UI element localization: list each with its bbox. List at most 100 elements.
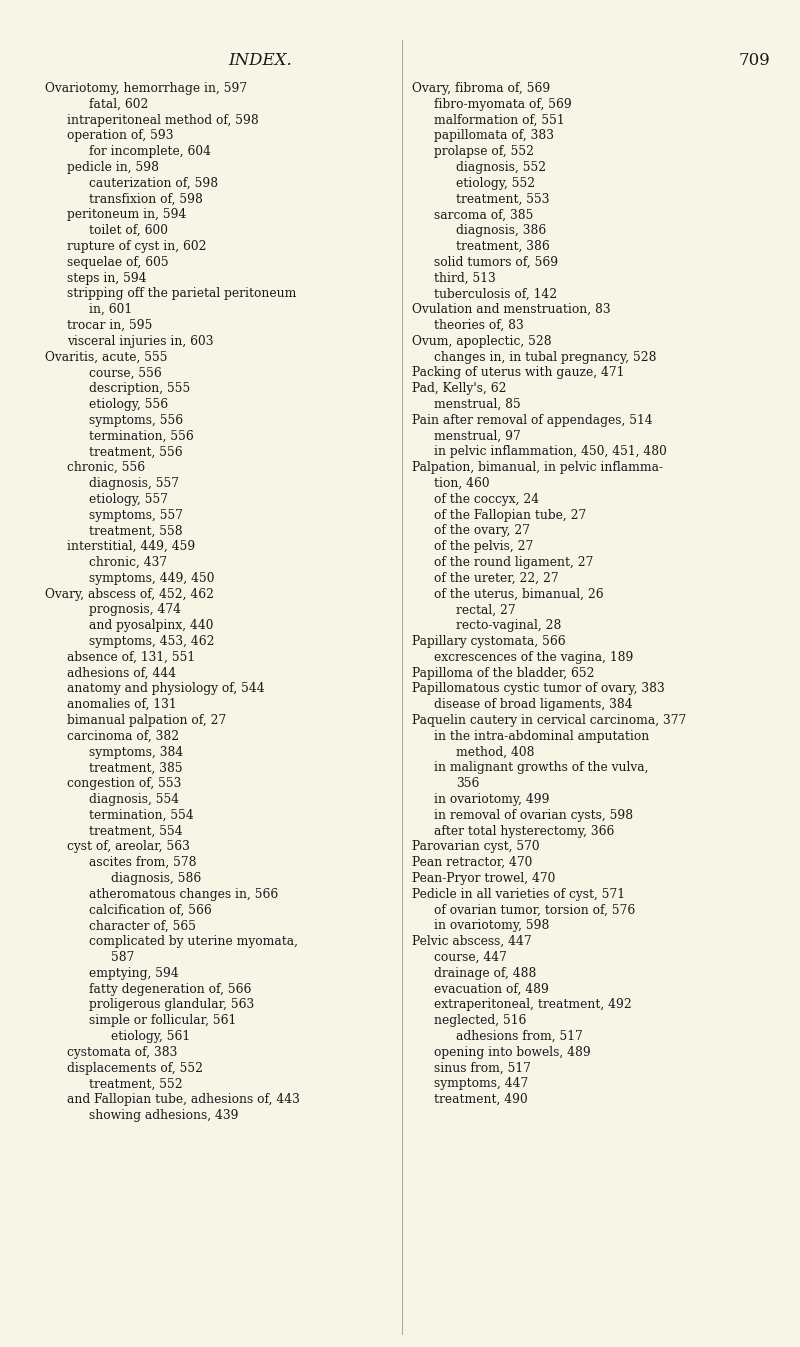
Text: recto-vaginal, 28: recto-vaginal, 28 bbox=[456, 620, 562, 632]
Text: proligerous glandular, 563: proligerous glandular, 563 bbox=[89, 998, 254, 1012]
Text: treatment, 554: treatment, 554 bbox=[89, 824, 182, 838]
Text: of ovarian tumor, torsion of, 576: of ovarian tumor, torsion of, 576 bbox=[434, 904, 635, 916]
Text: diagnosis, 552: diagnosis, 552 bbox=[456, 162, 546, 174]
Text: evacuation of, 489: evacuation of, 489 bbox=[434, 982, 549, 995]
Text: for incomplete, 604: for incomplete, 604 bbox=[89, 145, 211, 158]
Text: etiology, 561: etiology, 561 bbox=[111, 1030, 190, 1043]
Text: disease of broad ligaments, 384: disease of broad ligaments, 384 bbox=[434, 698, 633, 711]
Text: treatment, 553: treatment, 553 bbox=[456, 193, 550, 206]
Text: Papilloma of the bladder, 652: Papilloma of the bladder, 652 bbox=[412, 667, 594, 680]
Text: sarcoma of, 385: sarcoma of, 385 bbox=[434, 209, 534, 221]
Text: anatomy and physiology of, 544: anatomy and physiology of, 544 bbox=[67, 683, 265, 695]
Text: treatment, 558: treatment, 558 bbox=[89, 524, 182, 537]
Text: prolapse of, 552: prolapse of, 552 bbox=[434, 145, 534, 158]
Text: atheromatous changes in, 566: atheromatous changes in, 566 bbox=[89, 888, 278, 901]
Text: absence of, 131, 551: absence of, 131, 551 bbox=[67, 651, 195, 664]
Text: Ovum, apoplectic, 528: Ovum, apoplectic, 528 bbox=[412, 335, 552, 348]
Text: excrescences of the vagina, 189: excrescences of the vagina, 189 bbox=[434, 651, 634, 664]
Text: Ovaritis, acute, 555: Ovaritis, acute, 555 bbox=[45, 350, 167, 364]
Text: in pelvic inflammation, 450, 451, 480: in pelvic inflammation, 450, 451, 480 bbox=[434, 446, 667, 458]
Text: emptying, 594: emptying, 594 bbox=[89, 967, 178, 979]
Text: intraperitoneal method of, 598: intraperitoneal method of, 598 bbox=[67, 113, 258, 127]
Text: 587: 587 bbox=[111, 951, 134, 964]
Text: Pelvic abscess, 447: Pelvic abscess, 447 bbox=[412, 935, 532, 948]
Text: Ovary, fibroma of, 569: Ovary, fibroma of, 569 bbox=[412, 82, 550, 96]
Text: treatment, 386: treatment, 386 bbox=[456, 240, 550, 253]
Text: operation of, 593: operation of, 593 bbox=[67, 129, 174, 143]
Text: symptoms, 453, 462: symptoms, 453, 462 bbox=[89, 634, 214, 648]
Text: Pedicle in all varieties of cyst, 571: Pedicle in all varieties of cyst, 571 bbox=[412, 888, 625, 901]
Text: cystomata of, 383: cystomata of, 383 bbox=[67, 1045, 178, 1059]
Text: Ovariotomy, hemorrhage in, 597: Ovariotomy, hemorrhage in, 597 bbox=[45, 82, 247, 96]
Text: Pean-Pryor trowel, 470: Pean-Pryor trowel, 470 bbox=[412, 872, 555, 885]
Text: tion, 460: tion, 460 bbox=[434, 477, 490, 490]
Text: carcinoma of, 382: carcinoma of, 382 bbox=[67, 730, 179, 742]
Text: menstrual, 85: menstrual, 85 bbox=[434, 397, 521, 411]
Text: toilet of, 600: toilet of, 600 bbox=[89, 224, 168, 237]
Text: peritoneum in, 594: peritoneum in, 594 bbox=[67, 209, 186, 221]
Text: symptoms, 556: symptoms, 556 bbox=[89, 414, 183, 427]
Text: theories of, 83: theories of, 83 bbox=[434, 319, 524, 331]
Text: in malignant growths of the vulva,: in malignant growths of the vulva, bbox=[434, 761, 649, 775]
Text: ascites from, 578: ascites from, 578 bbox=[89, 857, 197, 869]
Text: treatment, 490: treatment, 490 bbox=[434, 1094, 528, 1106]
Text: sinus from, 517: sinus from, 517 bbox=[434, 1061, 531, 1075]
Text: of the round ligament, 27: of the round ligament, 27 bbox=[434, 556, 594, 568]
Text: rectal, 27: rectal, 27 bbox=[456, 603, 516, 617]
Text: interstitial, 449, 459: interstitial, 449, 459 bbox=[67, 540, 195, 554]
Text: pedicle in, 598: pedicle in, 598 bbox=[67, 162, 159, 174]
Text: and Fallopian tube, adhesions of, 443: and Fallopian tube, adhesions of, 443 bbox=[67, 1094, 300, 1106]
Text: trocar in, 595: trocar in, 595 bbox=[67, 319, 152, 331]
Text: chronic, 437: chronic, 437 bbox=[89, 556, 167, 568]
Text: 709: 709 bbox=[738, 53, 770, 69]
Text: menstrual, 97: menstrual, 97 bbox=[434, 430, 521, 443]
Text: Packing of uterus with gauze, 471: Packing of uterus with gauze, 471 bbox=[412, 366, 624, 380]
Text: 356: 356 bbox=[456, 777, 479, 791]
Text: Papillary cystomata, 566: Papillary cystomata, 566 bbox=[412, 634, 566, 648]
Text: calcification of, 566: calcification of, 566 bbox=[89, 904, 212, 916]
Text: of the ovary, 27: of the ovary, 27 bbox=[434, 524, 530, 537]
Text: Paquelin cautery in cervical carcinoma, 377: Paquelin cautery in cervical carcinoma, … bbox=[412, 714, 686, 727]
Text: of the coccyx, 24: of the coccyx, 24 bbox=[434, 493, 539, 506]
Text: Papillomatous cystic tumor of ovary, 383: Papillomatous cystic tumor of ovary, 383 bbox=[412, 683, 665, 695]
Text: symptoms, 447: symptoms, 447 bbox=[434, 1078, 528, 1091]
Text: cyst of, areolar, 563: cyst of, areolar, 563 bbox=[67, 841, 190, 854]
Text: prognosis, 474: prognosis, 474 bbox=[89, 603, 181, 617]
Text: of the ureter, 22, 27: of the ureter, 22, 27 bbox=[434, 571, 558, 585]
Text: treatment, 552: treatment, 552 bbox=[89, 1078, 182, 1091]
Text: transfixion of, 598: transfixion of, 598 bbox=[89, 193, 203, 206]
Text: congestion of, 553: congestion of, 553 bbox=[67, 777, 182, 791]
Text: stripping off the parietal peritoneum: stripping off the parietal peritoneum bbox=[67, 287, 296, 300]
Text: description, 555: description, 555 bbox=[89, 383, 190, 395]
Text: third, 513: third, 513 bbox=[434, 272, 496, 284]
Text: Ovary, abscess of, 452, 462: Ovary, abscess of, 452, 462 bbox=[45, 587, 214, 601]
Text: drainage of, 488: drainage of, 488 bbox=[434, 967, 536, 979]
Text: method, 408: method, 408 bbox=[456, 746, 534, 758]
Text: in ovariotomy, 499: in ovariotomy, 499 bbox=[434, 793, 550, 806]
Text: etiology, 556: etiology, 556 bbox=[89, 397, 168, 411]
Text: adhesions of, 444: adhesions of, 444 bbox=[67, 667, 176, 680]
Text: in the intra-abdominal amputation: in the intra-abdominal amputation bbox=[434, 730, 650, 742]
Text: Palpation, bimanual, in pelvic inflamma-: Palpation, bimanual, in pelvic inflamma- bbox=[412, 461, 663, 474]
Text: cauterization of, 598: cauterization of, 598 bbox=[89, 176, 218, 190]
Text: course, 556: course, 556 bbox=[89, 366, 162, 380]
Text: fatty degeneration of, 566: fatty degeneration of, 566 bbox=[89, 982, 251, 995]
Text: showing adhesions, 439: showing adhesions, 439 bbox=[89, 1109, 238, 1122]
Text: anomalies of, 131: anomalies of, 131 bbox=[67, 698, 177, 711]
Text: termination, 554: termination, 554 bbox=[89, 808, 194, 822]
Text: treatment, 556: treatment, 556 bbox=[89, 446, 182, 458]
Text: sequelae of, 605: sequelae of, 605 bbox=[67, 256, 169, 269]
Text: symptoms, 449, 450: symptoms, 449, 450 bbox=[89, 571, 214, 585]
Text: fatal, 602: fatal, 602 bbox=[89, 98, 148, 110]
Text: complicated by uterine myomata,: complicated by uterine myomata, bbox=[89, 935, 298, 948]
Text: termination, 556: termination, 556 bbox=[89, 430, 194, 443]
Text: symptoms, 384: symptoms, 384 bbox=[89, 746, 183, 758]
Text: chronic, 556: chronic, 556 bbox=[67, 461, 145, 474]
Text: Pean retractor, 470: Pean retractor, 470 bbox=[412, 857, 532, 869]
Text: in, 601: in, 601 bbox=[89, 303, 132, 317]
Text: of the uterus, bimanual, 26: of the uterus, bimanual, 26 bbox=[434, 587, 604, 601]
Text: in ovariotomy, 598: in ovariotomy, 598 bbox=[434, 920, 550, 932]
Text: steps in, 594: steps in, 594 bbox=[67, 272, 146, 284]
Text: symptoms, 557: symptoms, 557 bbox=[89, 509, 183, 521]
Text: etiology, 552: etiology, 552 bbox=[456, 176, 535, 190]
